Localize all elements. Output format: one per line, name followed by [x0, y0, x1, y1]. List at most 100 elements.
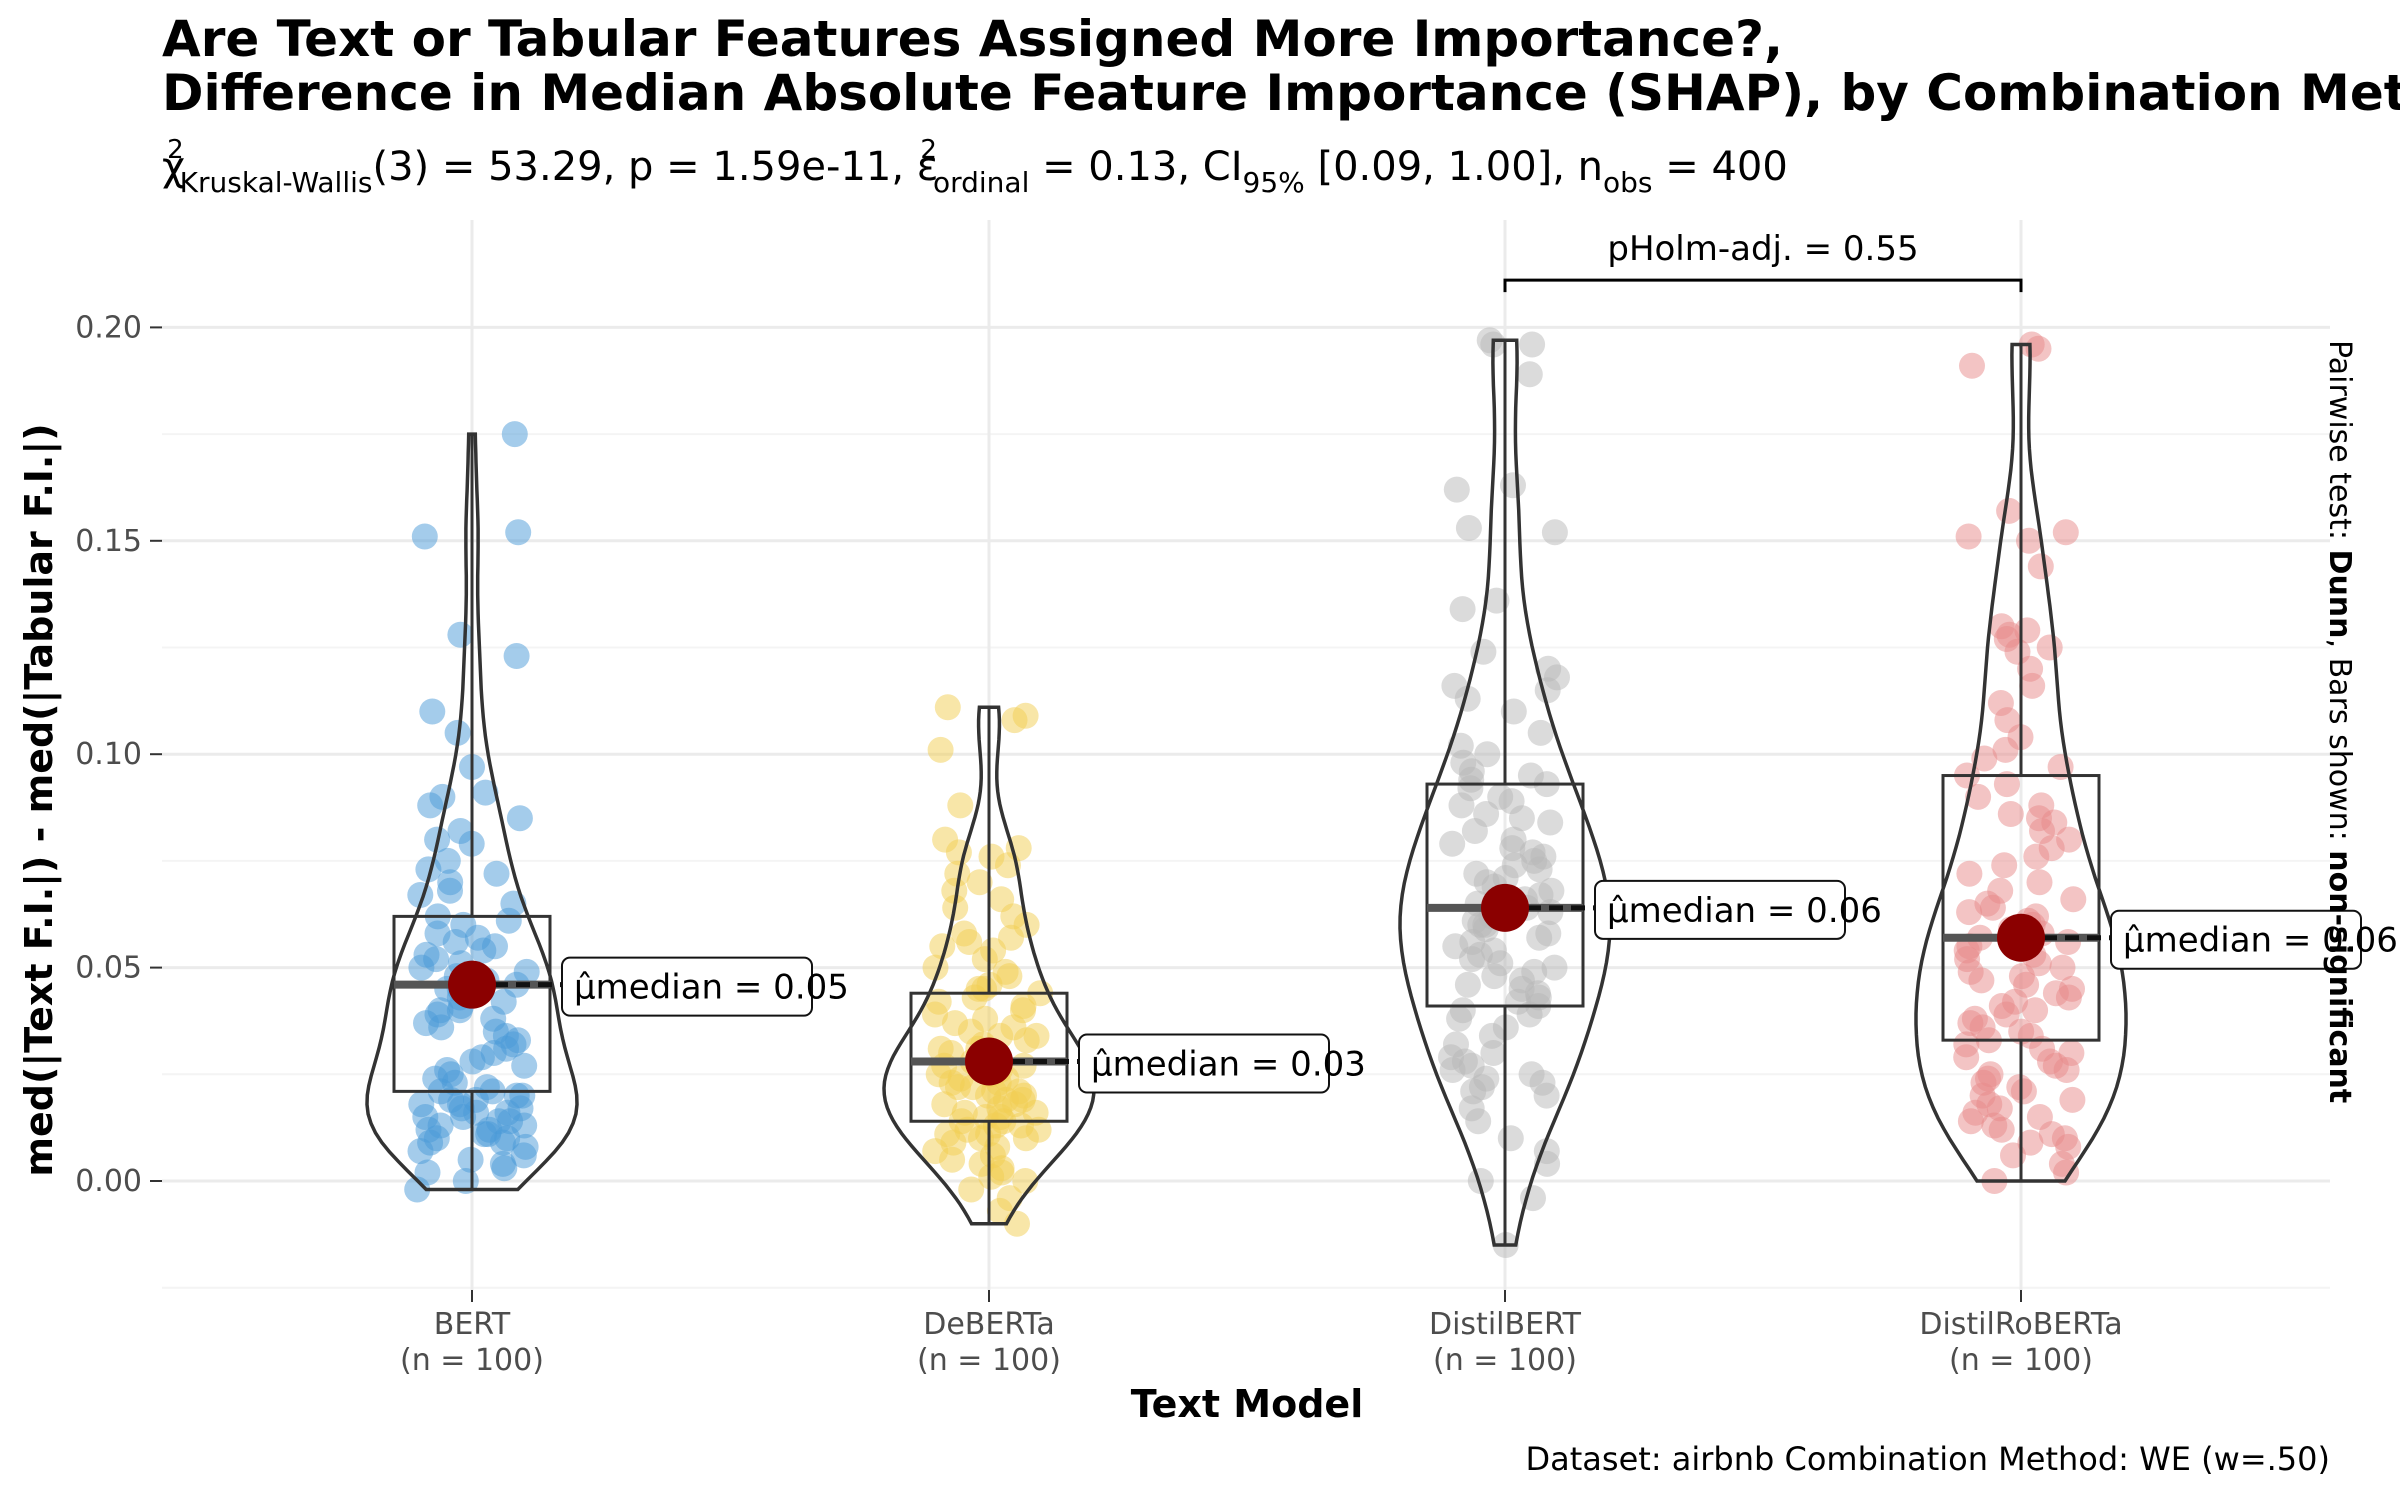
- x-tick-label: DistilRoBERTa: [1919, 1307, 2122, 1342]
- x-tick-label: DistilBERT: [1429, 1307, 1582, 1342]
- y-tick-label: 0.15: [75, 524, 142, 559]
- data-point: [506, 805, 533, 832]
- data-point: [1965, 783, 1992, 810]
- data-point: [1508, 805, 1535, 832]
- data-point: [483, 860, 510, 887]
- group-distilroberta: μ̂median = 0.06: [1914, 331, 2398, 1194]
- data-point: [2023, 843, 2050, 870]
- data-point: [1439, 1057, 1466, 1083]
- data-point: [1993, 1001, 2020, 1028]
- data-point: [978, 1163, 1005, 1190]
- plot-groups: μ̂median = 0.05 μ̂median = 0.03 μ̂median =…: [365, 327, 2398, 1258]
- data-point: [996, 963, 1023, 990]
- data-point: [966, 869, 993, 896]
- box: [909, 991, 1069, 1123]
- median-label: μ̂median = 0.03: [1091, 1044, 1366, 1084]
- x-tick-n-label: (n = 100): [1433, 1343, 1577, 1378]
- data-point: [2027, 553, 2054, 580]
- pairwise-bracket: pHolm-adj. = 0.55: [1503, 229, 2023, 293]
- data-point: [1957, 1108, 1984, 1135]
- data-point: [491, 1155, 518, 1182]
- data-point: [2053, 1057, 2080, 1083]
- data-point: [1955, 523, 1982, 550]
- data-point: [1526, 924, 1553, 951]
- data-point: [2022, 997, 2049, 1024]
- y-tick-label: 0.00: [75, 1164, 142, 1199]
- data-point: [1455, 515, 1482, 541]
- data-point: [1448, 792, 1475, 819]
- data-point: [1454, 685, 1481, 712]
- data-point: [1996, 497, 2023, 524]
- data-point: [931, 1091, 958, 1118]
- data-point: [1979, 894, 2006, 921]
- x-tick-n-label: (n = 100): [917, 1343, 1061, 1378]
- data-point: [419, 698, 446, 725]
- median-point: [448, 960, 496, 1009]
- data-point: [505, 519, 532, 546]
- box: [1425, 782, 1585, 1008]
- median-point: [965, 1037, 1013, 1086]
- chart-subtitle: χ2 Kruskal-Wallis(3) = 53.29, p = 1.59e-1…: [162, 135, 1788, 199]
- data-point: [1446, 1005, 1473, 1032]
- data-point: [510, 1142, 537, 1169]
- data-point: [1959, 352, 1985, 379]
- data-point: [1013, 1027, 1040, 1054]
- data-point: [2025, 335, 2052, 362]
- median-label: μ̂median = 0.05: [574, 968, 849, 1008]
- chart-title-line2: Difference in Median Absolute Feature Im…: [162, 64, 2400, 122]
- data-point: [1465, 1108, 1492, 1135]
- data-point: [408, 954, 435, 981]
- group-bert: μ̂median = 0.05: [365, 421, 849, 1203]
- pairwise-label: pHolm-adj. = 0.55: [1607, 229, 1918, 269]
- data-point: [407, 1138, 434, 1165]
- x-axis-title: Text Model: [1131, 1382, 1363, 1426]
- data-point: [1467, 1168, 1494, 1194]
- data-point: [1459, 946, 1485, 973]
- data-point: [2059, 1086, 2086, 1113]
- data-point: [1497, 1125, 1524, 1152]
- violin-outline: [365, 432, 579, 1192]
- data-point: [2019, 672, 2046, 699]
- group-deberta: μ̂median = 0.03: [882, 694, 1366, 1237]
- data-point: [939, 1146, 966, 1173]
- data-point: [2060, 886, 2087, 913]
- violin-outline: [1398, 338, 1612, 1247]
- data-point: [1992, 736, 2019, 763]
- data-point: [428, 1014, 455, 1041]
- data-point: [1481, 963, 1508, 990]
- data-point: [503, 643, 530, 669]
- data-point: [1997, 801, 2024, 827]
- x-axis: BERT(n = 100)DeBERTa(n = 100)DistilBERT(…: [400, 1290, 2123, 1378]
- data-point: [961, 984, 988, 1011]
- data-point: [1474, 741, 1501, 768]
- data-point: [470, 937, 497, 964]
- median-label: μ̂median = 0.06: [2123, 921, 2398, 961]
- pairwise-bracket-line: [1503, 278, 2023, 293]
- data-point: [1001, 707, 1028, 734]
- median-label: μ̂median = 0.06: [1607, 891, 1882, 931]
- y-axis: 0.00 0.05 0.10 0.15 0.20: [75, 310, 162, 1199]
- data-point: [459, 1048, 486, 1075]
- data-point: [1449, 596, 1476, 623]
- data-point: [417, 792, 444, 819]
- data-point: [2052, 519, 2079, 546]
- data-point: [1483, 587, 1510, 614]
- median-label-box: [1594, 879, 1846, 940]
- data-point: [437, 877, 463, 904]
- data-point: [501, 421, 528, 448]
- y-tick-label: 0.20: [75, 310, 142, 345]
- data-point: [1443, 476, 1470, 503]
- data-point: [956, 929, 983, 955]
- data-point: [1956, 899, 1983, 926]
- x-tick-label: BERT: [434, 1307, 511, 1342]
- x-tick-n-label: (n = 100): [400, 1343, 544, 1378]
- data-point: [927, 736, 954, 763]
- chart-caption: Dataset: airbnb Combination Method: WE (…: [1526, 1440, 2331, 1478]
- data-point: [1500, 698, 1527, 725]
- median-label-box: [2110, 909, 2362, 970]
- data-point: [998, 924, 1024, 951]
- data-point: [442, 929, 469, 955]
- data-point: [1012, 1125, 1039, 1152]
- box: [1941, 774, 2101, 1042]
- chart-title-line1: Are Text or Tabular Features Assigned Mo…: [162, 10, 1783, 68]
